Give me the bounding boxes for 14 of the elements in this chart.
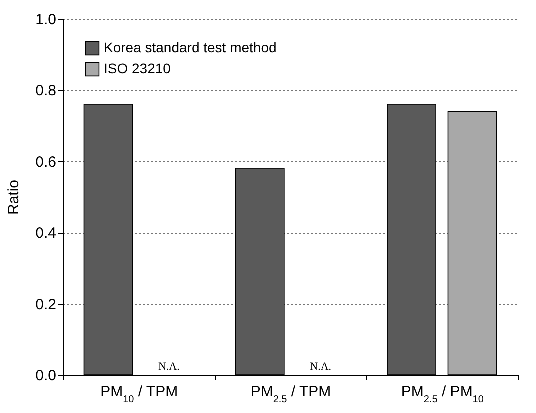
y-tick-label: 0.0 xyxy=(36,368,56,384)
x-tick-label: PM$_{2.5}$ / PM$_{10}$ xyxy=(401,384,484,405)
annotation: N.A. xyxy=(310,361,332,373)
y-tick-label: 0.4 xyxy=(36,225,56,242)
y-tick-label: 0.8 xyxy=(36,82,56,100)
y-axis-title: Ratio xyxy=(6,180,23,216)
legend-label: ISO 23210 xyxy=(104,60,172,76)
annotation: N.A. xyxy=(158,361,180,373)
y-tick-label: 0.6 xyxy=(36,154,56,171)
y-tick-label: 1.0 xyxy=(36,12,56,28)
x-tick-label: PM$_{2.5}$ / TPM xyxy=(250,384,332,405)
legend-label: Korea standard test method xyxy=(104,40,277,56)
y-tick-label: 0.2 xyxy=(36,296,56,314)
x-tick-label: PM$_{10}$ / TPM xyxy=(100,384,178,405)
